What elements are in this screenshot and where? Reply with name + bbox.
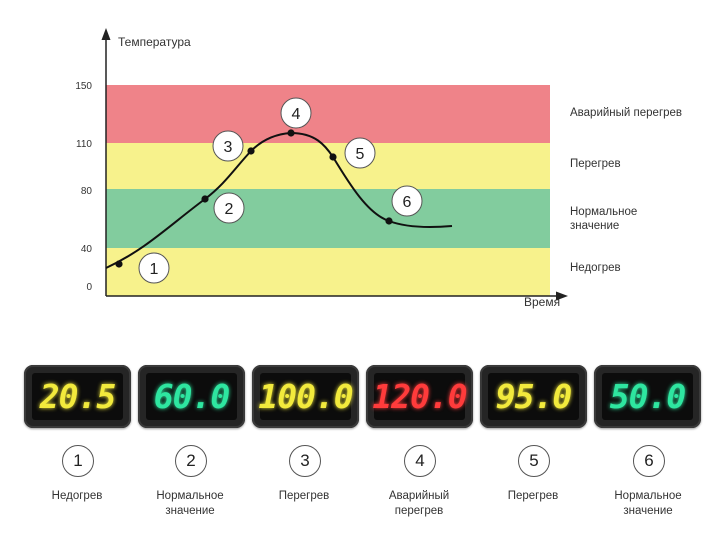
- curve-point-4: [287, 129, 295, 137]
- point-callout-4: [280, 97, 312, 129]
- y-tick-80: 80: [81, 186, 93, 197]
- curve-point-1: [115, 260, 123, 268]
- point-callout-5: [344, 137, 376, 169]
- curve-point-3: [247, 147, 255, 155]
- display-1-caption: Недогрев: [51, 490, 103, 502]
- curve-point-2: [201, 195, 209, 203]
- point-callout-label-2: 2: [225, 201, 234, 218]
- display-6-number: 6: [633, 445, 665, 477]
- display-2-number: 2: [175, 445, 207, 477]
- display-4: 120.0: [366, 365, 473, 428]
- display-5-caption: Перегрев: [507, 490, 559, 502]
- zone-label-alarm: Аварийный перегрев: [570, 107, 683, 119]
- y-tick-40: 40: [81, 244, 93, 255]
- display-4-value: 120.0: [372, 373, 468, 420]
- zone-band-4: [106, 85, 550, 143]
- point-callout-6: [391, 185, 423, 217]
- display-5-value: 95.0: [488, 373, 579, 420]
- y-axis-title: Температура: [118, 35, 191, 49]
- y-axis: [101, 28, 111, 296]
- zone-band-1: [106, 248, 550, 296]
- display-1-value: 20.5: [32, 373, 123, 420]
- curve-points: 1 2 3 4 5 6: [115, 97, 423, 284]
- display-3-number: 3: [289, 445, 321, 477]
- display-6-value: 50.0: [602, 373, 693, 420]
- zone-label-normal: Нормальное значение: [570, 205, 637, 233]
- display-5: 95.0: [480, 365, 587, 428]
- zone-label-underheat: Недогрев: [570, 262, 621, 274]
- point-callout-label-4: 4: [292, 106, 301, 123]
- zone-band-2: [106, 189, 550, 248]
- y-tick-150: 150: [75, 81, 92, 92]
- display-1-number: 1: [62, 445, 94, 477]
- y-tick-110: 110: [76, 139, 92, 150]
- zone-label-overheat: Перегрев: [570, 158, 621, 170]
- y-tick-0: 0: [86, 282, 92, 293]
- point-callout-label-6: 6: [403, 194, 412, 211]
- curve-point-5: [329, 153, 337, 161]
- temperature-chart: Температура Время 0 40 80 110 150 1 2 3 4 5 6: [75, 28, 568, 309]
- display-6: 50.0: [594, 365, 701, 428]
- display-4-number: 4: [404, 445, 436, 477]
- display-4-caption: Аварийный перегрев: [388, 490, 450, 517]
- display-1: 20.5: [24, 365, 131, 428]
- point-callout-label-1: 1: [150, 261, 159, 278]
- point-callout-1: [138, 252, 170, 284]
- display-2-value: 60.0: [146, 373, 237, 420]
- point-callout-2: [213, 192, 245, 224]
- zone-label-normal-line-1: Нормальное: [570, 206, 638, 218]
- display-row: 20.5 60.0 100.0 120.0 95.0 50.0 1 2 3 4 …: [0, 365, 724, 525]
- y-axis-arrow: [101, 28, 111, 40]
- display-3: 100.0: [252, 365, 359, 428]
- point-callout-label-3: 3: [224, 139, 233, 156]
- x-axis-arrow: [556, 291, 568, 301]
- display-2-caption: Нормальное значение: [156, 490, 224, 517]
- point-callout-label-5: 5: [356, 146, 365, 163]
- display-3-caption: Перегрев: [278, 490, 330, 502]
- display-5-number: 5: [518, 445, 550, 477]
- x-axis-title: Время: [524, 295, 560, 309]
- zone-label-normal-line-2: значение: [570, 220, 620, 232]
- curve-point-6: [385, 217, 393, 225]
- point-callout-3: [212, 130, 244, 162]
- temperature-zones: [106, 85, 550, 296]
- display-3-value: 100.0: [258, 373, 354, 420]
- x-axis: [106, 291, 568, 301]
- display-6-caption: Нормальное значение: [614, 490, 682, 517]
- display-2: 60.0: [138, 365, 245, 428]
